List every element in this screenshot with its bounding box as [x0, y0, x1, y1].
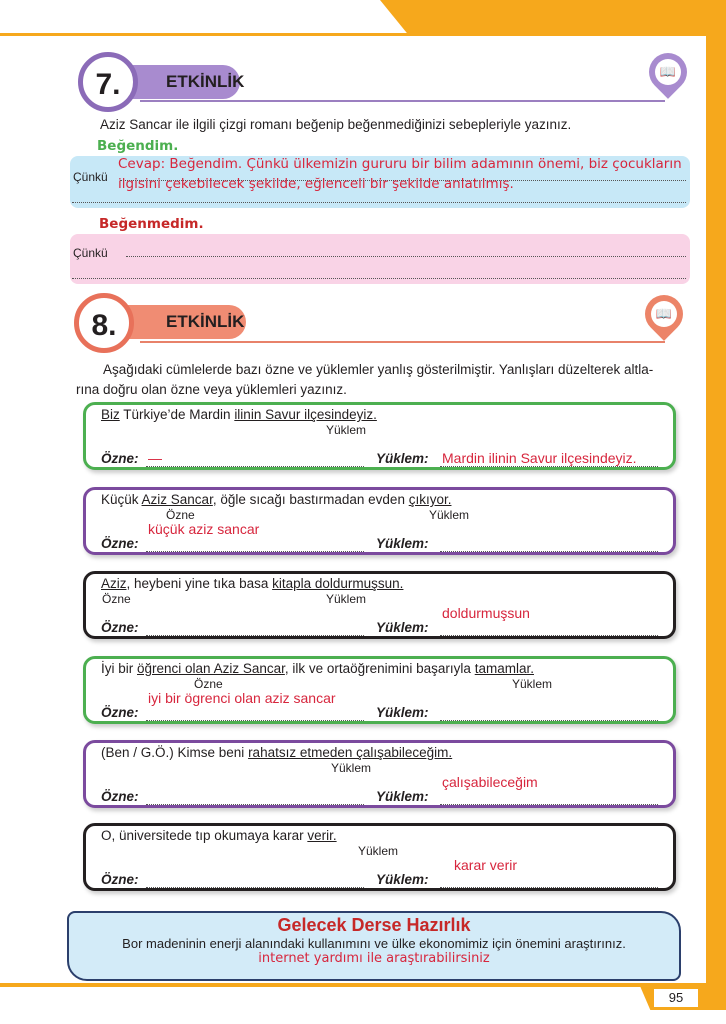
liked-answer-line1: Cevap: Beğendim. Çünkü ülkemizin gururu …	[118, 156, 682, 172]
activity8-number: 8.	[74, 293, 134, 353]
sentence-part: Biz	[101, 407, 120, 422]
exercise-sentence: Aziz, heybeni yine tıka basa kitapla dol…	[101, 576, 403, 592]
sentence-part: ilinin Savur ilçesindeyiz.	[234, 407, 377, 422]
exercise-sentence: (Ben / G.Ö.) Kimse beni rahatsız etmeden…	[101, 745, 452, 761]
predicate-hint: Yüklem	[326, 592, 367, 606]
bottom-border	[0, 983, 706, 987]
activity8-instruction-line1: Aşağıdaki cümlelerde bazı özne ve yüklem…	[103, 362, 654, 377]
predicate-hint: Yüklem	[358, 844, 399, 858]
subject-label: Özne:	[101, 451, 139, 466]
sentence-part: Aziz	[101, 576, 127, 591]
sentence-part: , ilk ve ortaöğrenimini başarıyla	[284, 661, 475, 676]
activity8-rule	[140, 341, 665, 343]
predicate-input-line[interactable]	[440, 720, 658, 721]
sentence-part: kitapla doldurmuşsun.	[272, 576, 404, 591]
top-border	[0, 33, 710, 36]
activity7-number: 7.	[78, 52, 138, 112]
page-corner-decoration	[380, 0, 726, 34]
subject-label: Özne:	[101, 789, 139, 804]
book-icon: 📖	[641, 45, 695, 99]
sentence-part: tamamlar.	[474, 661, 534, 676]
disliked-answer-box[interactable]: Çünkü	[70, 234, 690, 284]
because-label: Çünkü	[73, 170, 108, 184]
predicate-input-line[interactable]	[440, 635, 658, 636]
exercise-box: Biz Türkiye’de Mardin ilinin Savur ilçes…	[83, 402, 676, 470]
subject-hint: Özne	[194, 677, 223, 691]
subject-label: Özne:	[101, 536, 139, 551]
exercise-sentence: Küçük Aziz Sancar, öğle sıcağı bastırmad…	[101, 492, 451, 508]
sentence-part: , öğle sıcağı bastırmadan evden	[212, 492, 409, 507]
sentence-part: çıkıyor.	[408, 492, 452, 507]
exercise-sentence: İyi bir öğrenci olan Aziz Sancar, ilk ve…	[101, 661, 534, 677]
disliked-label: Beğenmedim.	[99, 216, 204, 232]
because-label: Çünkü	[73, 246, 108, 260]
predicate-input-line[interactable]	[440, 887, 658, 888]
subject-label: Özne:	[101, 705, 139, 720]
predicate-label: Yüklem:	[376, 451, 429, 466]
subject-input-line[interactable]	[146, 804, 364, 805]
homework-answer: internet yardımı ile araştırabilirsiniz	[258, 951, 490, 966]
predicate-label: Yüklem:	[376, 536, 429, 551]
activity7-instruction: Aziz Sancar ile ilgili çizgi romanı beğe…	[100, 117, 572, 132]
liked-label: Beğendim.	[97, 138, 179, 154]
predicate-answer: doldurmuşsun	[442, 605, 530, 621]
predicate-label: Yüklem:	[376, 872, 429, 887]
predicate-hint: Yüklem	[326, 423, 367, 437]
exercise-sentence: Biz Türkiye’de Mardin ilinin Savur ilçes…	[101, 407, 377, 423]
book-icon: 📖	[637, 287, 691, 341]
exercise-box: Aziz, heybeni yine tıka basa kitapla dol…	[83, 571, 676, 639]
subject-answer: küçük aziz sancar	[148, 521, 260, 537]
subject-hint: Özne	[102, 592, 131, 606]
subject-label: Özne:	[101, 620, 139, 635]
sentence-part: rahatsız etmeden çalışabileceğim.	[248, 745, 453, 760]
subject-answer: —	[148, 450, 162, 466]
predicate-hint: Yüklem	[331, 761, 372, 775]
subject-input-line[interactable]	[146, 720, 364, 721]
sentence-part: öğrenci olan Aziz Sancar	[137, 661, 285, 676]
liked-answer-line2: ilgisini çekebilecek şekilde, eğlenceli …	[118, 176, 514, 192]
activity7-rule	[140, 100, 665, 102]
activity8-instruction-line2: rına doğru olan özne veya yüklemleri yaz…	[76, 382, 347, 397]
subject-hint: Özne	[166, 508, 195, 522]
predicate-hint: Yüklem	[512, 677, 553, 691]
subject-input-line[interactable]	[146, 466, 364, 467]
liked-answer-box[interactable]: Çünkü Cevap: Beğendim. Çünkü ülkemizin g…	[70, 156, 690, 208]
predicate-answer: Mardin ilinin Savur ilçesindeyiz.	[442, 450, 637, 466]
predicate-label: Yüklem:	[376, 789, 429, 804]
predicate-answer: karar verir	[454, 857, 518, 873]
sentence-part: İyi bir	[101, 661, 138, 676]
predicate-answer: çalışabileceğim	[442, 774, 538, 790]
predicate-input-line[interactable]	[440, 804, 658, 805]
predicate-label: Yüklem:	[376, 705, 429, 720]
sentence-part: Türkiye’de Mardin	[119, 407, 235, 422]
subject-input-line[interactable]	[146, 551, 364, 552]
exercise-box: (Ben / G.Ö.) Kimse beni rahatsız etmeden…	[83, 740, 676, 808]
predicate-hint: Yüklem	[429, 508, 470, 522]
predicate-input-line[interactable]	[440, 551, 658, 552]
homework-title: Gelecek Derse Hazırlık	[277, 915, 471, 935]
sentence-part: Aziz Sancar	[141, 492, 213, 507]
exercise-box: İyi bir öğrenci olan Aziz Sancar, ilk ve…	[83, 656, 676, 724]
sentence-part: , heybeni yine tıka basa	[126, 576, 273, 591]
subject-input-line[interactable]	[146, 635, 364, 636]
exercise-sentence: O, üniversitede tıp okumaya karar verir.	[101, 828, 337, 844]
page-number: 95	[654, 989, 698, 1007]
exercise-box: O, üniversitede tıp okumaya karar verir.…	[83, 823, 676, 891]
homework-box: Gelecek Derse Hazırlık Bor madeninin ene…	[67, 911, 681, 981]
subject-input-line[interactable]	[146, 887, 364, 888]
sentence-part: verir.	[307, 828, 337, 843]
right-border	[706, 0, 726, 990]
exercise-box: Küçük Aziz Sancar, öğle sıcağı bastırmad…	[83, 487, 676, 555]
sentence-part: O, üniversitede tıp okumaya karar	[101, 828, 308, 843]
predicate-label: Yüklem:	[376, 620, 429, 635]
subject-answer: iyi bir ögrenci olan aziz sancar	[148, 690, 336, 706]
predicate-input-line[interactable]	[440, 466, 658, 467]
subject-label: Özne:	[101, 872, 139, 887]
homework-text: Bor madeninin enerji alanındaki kullanım…	[122, 936, 626, 951]
sentence-part: Küçük	[101, 492, 142, 507]
sentence-part: (Ben / G.Ö.) Kimse beni	[101, 745, 249, 760]
